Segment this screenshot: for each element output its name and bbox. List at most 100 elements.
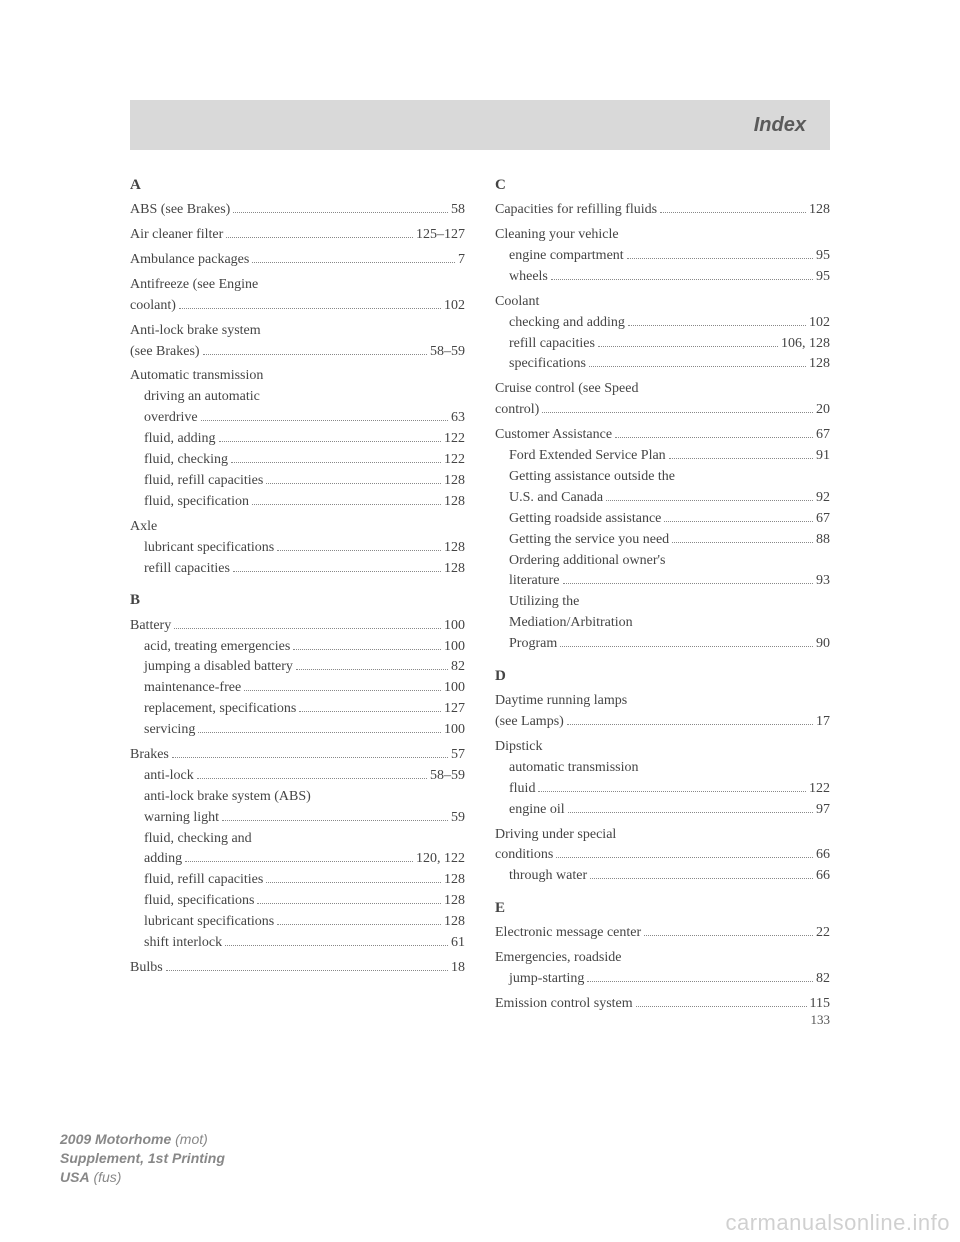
index-entry: Program 90 [495, 635, 830, 654]
index-entry-block: Automatic transmission driving an automat… [130, 367, 465, 511]
leader-dots [299, 711, 441, 712]
leader-dots [538, 791, 806, 792]
leader-dots [615, 437, 813, 438]
leader-dots [197, 778, 427, 779]
leader-dots [568, 812, 813, 813]
index-entry-block: Cleaning your vehicleengine compartment9… [495, 226, 830, 287]
index-entry-label: Getting the service you need [509, 531, 669, 550]
index-entry-label: Anti-lock brake system [130, 322, 261, 341]
index-entry-page: 7 [458, 251, 465, 270]
index-entry-page: 59 [451, 809, 465, 828]
index-entry-label: Ford Extended Service Plan [509, 447, 666, 466]
index-entry: driving an automatic [130, 388, 465, 407]
index-entry-page: 57 [451, 746, 465, 765]
index-entry-label: Program [509, 635, 557, 654]
index-entry: maintenance-free100 [130, 679, 465, 698]
index-entry-label: Getting roadside assistance [509, 510, 661, 529]
leader-dots [589, 366, 806, 367]
footer-line-3: USA (fus) [60, 1168, 225, 1187]
index-entry: engine oil97 [495, 801, 830, 820]
leader-dots [172, 757, 448, 758]
index-entry-page: 88 [816, 531, 830, 550]
index-entry-page: 127 [444, 700, 465, 719]
index-entry-page: 66 [816, 846, 830, 865]
leader-dots [277, 924, 441, 925]
index-entry: control)20 [495, 401, 830, 420]
index-entry-block: Battery100acid, treating emergencies100j… [130, 617, 465, 740]
index-entry-label: fluid [509, 780, 535, 799]
index-entry-label: Antifreeze (see Engine [130, 276, 258, 295]
index-entry: Cruise control (see Speed [495, 380, 830, 399]
index-entry-block: Dipstickautomatic transmissionfluid122en… [495, 738, 830, 820]
leader-dots [598, 346, 778, 347]
index-entry-page: 22 [816, 924, 830, 943]
index-entry: Automatic transmission [130, 367, 465, 386]
index-entry-label: Mediation/Arbitration [509, 614, 633, 633]
index-entry-page: 92 [816, 489, 830, 508]
index-entry-block: Customer Assistance67Ford Extended Servi… [495, 426, 830, 654]
leader-dots [644, 935, 813, 936]
leader-dots [296, 669, 448, 670]
index-entry-page: 63 [451, 409, 465, 428]
leader-dots [185, 861, 413, 862]
index-entry-page: 61 [451, 934, 465, 953]
index-entry-label: overdrive [144, 409, 198, 428]
index-entry: wheels95 [495, 268, 830, 287]
leader-dots [660, 212, 806, 213]
index-entry-label: (see Lamps) [495, 713, 564, 732]
index-entry-block: Driving under specialconditions66through… [495, 826, 830, 887]
leader-dots [551, 279, 813, 280]
index-entry: Battery100 [130, 617, 465, 636]
index-entry: overdrive 63 [130, 409, 465, 428]
index-entry-label: wheels [509, 268, 548, 287]
index-entry-block: Bulbs18 [130, 959, 465, 978]
index-entry: fluid, refill capacities128 [130, 871, 465, 890]
index-entry-block: Cruise control (see Speed control)20 [495, 380, 830, 420]
index-entry: anti-lock58–59 [130, 767, 465, 786]
index-entry-label: Driving under special [495, 826, 616, 845]
index-entry-page: 95 [816, 247, 830, 266]
index-entry-label: driving an automatic [144, 388, 260, 407]
index-entry-page: 90 [816, 635, 830, 654]
index-columns: AABS (see Brakes)58Air cleaner filter125… [130, 175, 830, 1020]
index-entry: servicing100 [130, 721, 465, 740]
index-entry-page: 122 [444, 451, 465, 470]
index-entry-label: Getting assistance outside the [509, 468, 675, 487]
index-entry-label: Brakes [130, 746, 169, 765]
leader-dots [203, 354, 427, 355]
index-entry-label: lubricant specifications [144, 539, 274, 558]
index-entry: conditions66 [495, 846, 830, 865]
index-entry-block: Antifreeze (see Enginecoolant)102 [130, 276, 465, 316]
index-entry: fluid, checking and [130, 830, 465, 849]
index-entry-label: Coolant [495, 293, 539, 312]
leader-dots [293, 649, 441, 650]
index-entry: fluid, checking122 [130, 451, 465, 470]
index-entry: Getting roadside assistance67 [495, 510, 830, 529]
index-entry-label: servicing [144, 721, 195, 740]
index-entry-label: engine oil [509, 801, 565, 820]
index-entry-label: shift interlock [144, 934, 222, 953]
index-entry-label: Automatic transmission [130, 367, 263, 386]
index-entry: Axle [130, 518, 465, 537]
index-entry: Mediation/Arbitration [495, 614, 830, 633]
index-entry: Coolant [495, 293, 830, 312]
index-entry-label: (see Brakes) [130, 343, 200, 362]
index-entry-label: acid, treating emergencies [144, 638, 290, 657]
index-entry-page: 122 [444, 430, 465, 449]
index-entry-page: 128 [809, 201, 830, 220]
index-entry-page: 128 [444, 560, 465, 579]
index-entry-block: ABS (see Brakes)58 [130, 201, 465, 220]
leader-dots [628, 325, 806, 326]
leader-dots [252, 262, 455, 263]
index-entry-label: refill capacities [144, 560, 230, 579]
index-entry-label: automatic transmission [509, 759, 638, 778]
index-entry-label: Ambulance packages [130, 251, 249, 270]
index-entry-label: fluid, specifications [144, 892, 254, 911]
index-letter-heading: B [130, 590, 465, 610]
index-entry-label: fluid, adding [144, 430, 216, 449]
index-entry-label: jumping a disabled battery [144, 658, 293, 677]
index-entry: fluid, refill capacities128 [130, 472, 465, 491]
leader-dots [266, 882, 441, 883]
index-letter-heading: C [495, 175, 830, 195]
index-entry-page: 67 [816, 426, 830, 445]
